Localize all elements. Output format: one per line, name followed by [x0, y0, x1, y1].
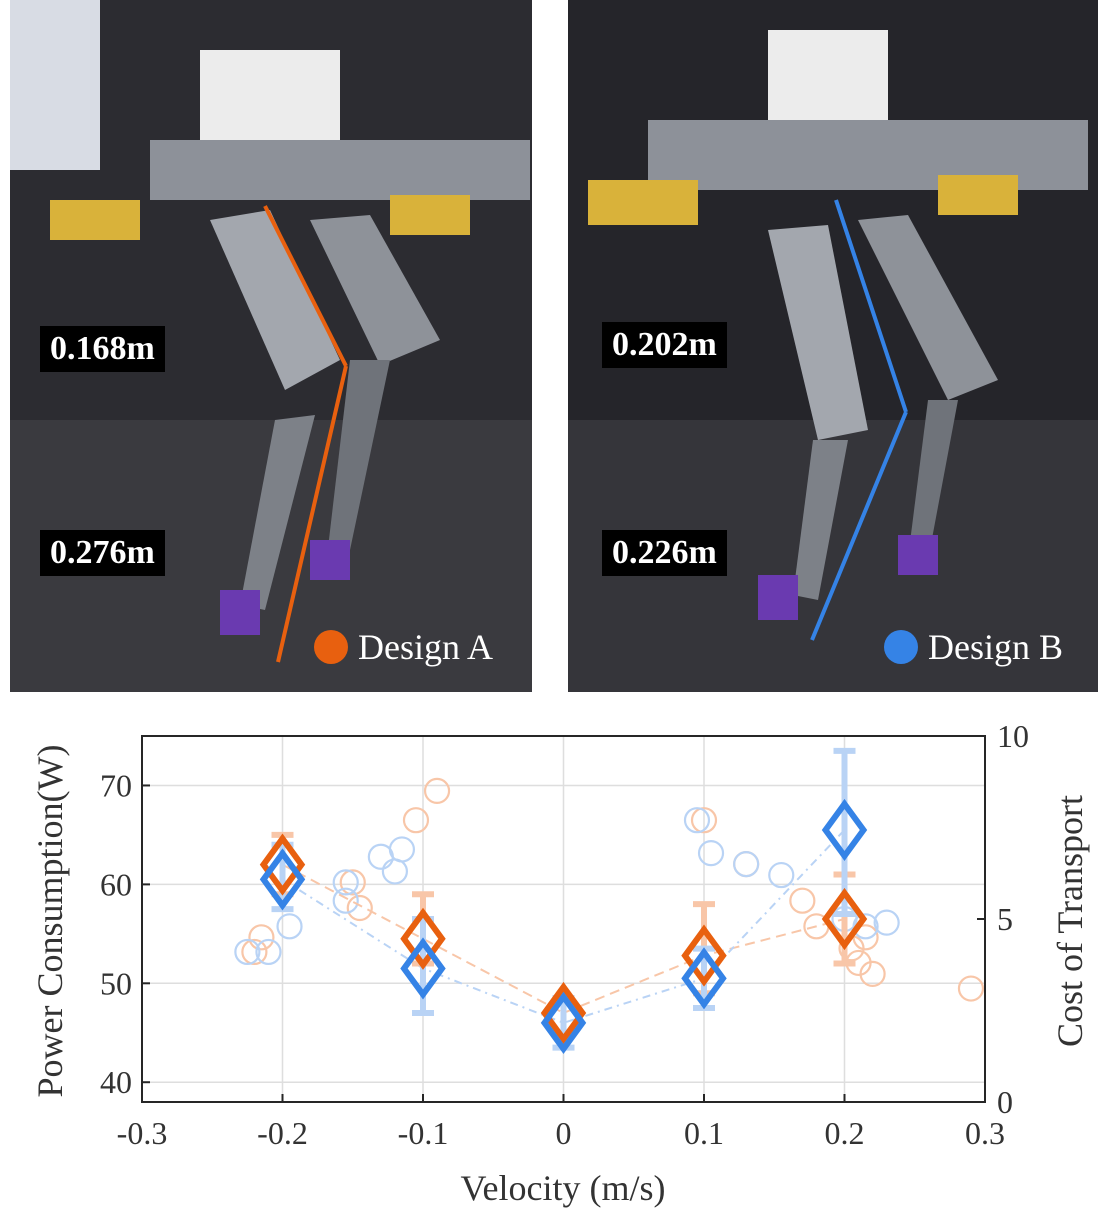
design-b-lower-length: 0.226m [602, 530, 727, 576]
y-tick-label: 50 [100, 965, 132, 1001]
mean-diamond [821, 887, 868, 951]
x-tick-label: 0.1 [684, 1115, 724, 1151]
mean-diamond [400, 907, 446, 970]
x-tick-label: -0.1 [398, 1115, 449, 1151]
series-layer [234, 747, 985, 1054]
cot-trial-point [248, 924, 275, 951]
cot-trial-point [957, 975, 985, 1002]
y2-tick-label: 0 [997, 1084, 1013, 1120]
cot-trial-point [332, 887, 359, 914]
x-tick-label: 0.2 [825, 1115, 865, 1151]
design-b-photo: 0.202m 0.226m Design B [568, 0, 1098, 692]
mean-diamond [540, 991, 587, 1054]
y-tick-label: 40 [100, 1064, 132, 1100]
y-tick-label: 70 [100, 767, 132, 803]
cot-trial-point [423, 777, 451, 805]
design-a-legend-label: Design A [358, 627, 493, 667]
cot-trial-point [332, 869, 359, 896]
cot-trial-point [852, 913, 879, 940]
mean-diamond [259, 833, 306, 896]
y2-axis-label: Cost of Transport [1050, 795, 1090, 1047]
cot-trial-point [339, 869, 366, 896]
mean-diamond [681, 947, 727, 1010]
mean-diamond [259, 848, 306, 911]
x-tick-label: 0 [556, 1115, 572, 1151]
cot-trial-point [789, 887, 816, 914]
mean-diamond [540, 981, 587, 1045]
cot-trial-point [381, 858, 408, 885]
axes: -0.3 -0.2 -0.1 0 0.1 0.2 0.3 40 50 60 70 0 5 10 [100, 718, 1029, 1151]
y2-tick-label: 10 [997, 718, 1029, 754]
cot-trial-point [859, 960, 886, 987]
cot-trial-point [241, 938, 268, 966]
design-b-dot-icon [884, 630, 918, 664]
design-a-photo: 0.168m 0.276m Design A [10, 0, 532, 692]
design-a-dot-icon [314, 630, 348, 664]
series-mean-line [282, 863, 845, 1015]
cot-trial-point [768, 861, 795, 889]
x-axis-label: Velocity (m/s) [461, 1168, 666, 1208]
mean-diamond [400, 937, 446, 1000]
cot-trial-point [234, 938, 261, 966]
design-a-robot-illustration [10, 0, 532, 692]
cot-trial-point [690, 807, 718, 834]
cot-trial-point [276, 913, 303, 940]
cot-trial-point [873, 909, 900, 936]
cot-trial-point [255, 938, 282, 966]
x-tick-label: 0.3 [965, 1115, 1005, 1151]
cot-trial-point [733, 851, 760, 878]
x-tick-label: -0.3 [117, 1115, 168, 1151]
mean-diamond [681, 924, 727, 987]
design-b-upper-length: 0.202m [602, 322, 727, 368]
design-a-upper-length: 0.168m [40, 326, 165, 372]
design-a-legend: Design A [314, 626, 493, 668]
y-axis-label: Power Consumption(W) [30, 745, 70, 1098]
y2-tick-label: 5 [997, 901, 1013, 937]
mean-diamond [821, 798, 868, 862]
design-a-lower-length: 0.276m [40, 530, 165, 576]
cot-trial-point [402, 807, 430, 834]
cot-trial-point [683, 807, 711, 834]
cot-trial-point [388, 836, 416, 863]
cot-trial-point [697, 840, 725, 867]
y-tick-label: 60 [100, 866, 132, 902]
x-tick-label: -0.2 [257, 1115, 308, 1151]
cot-trial-point [346, 894, 373, 922]
design-b-legend-label: Design B [928, 627, 1063, 667]
power-chart: -0.3 -0.2 -0.1 0 0.1 0.2 0.3 40 50 60 70 0 5 10 Veloc… [30, 718, 1090, 1208]
design-b-legend: Design B [884, 626, 1063, 668]
